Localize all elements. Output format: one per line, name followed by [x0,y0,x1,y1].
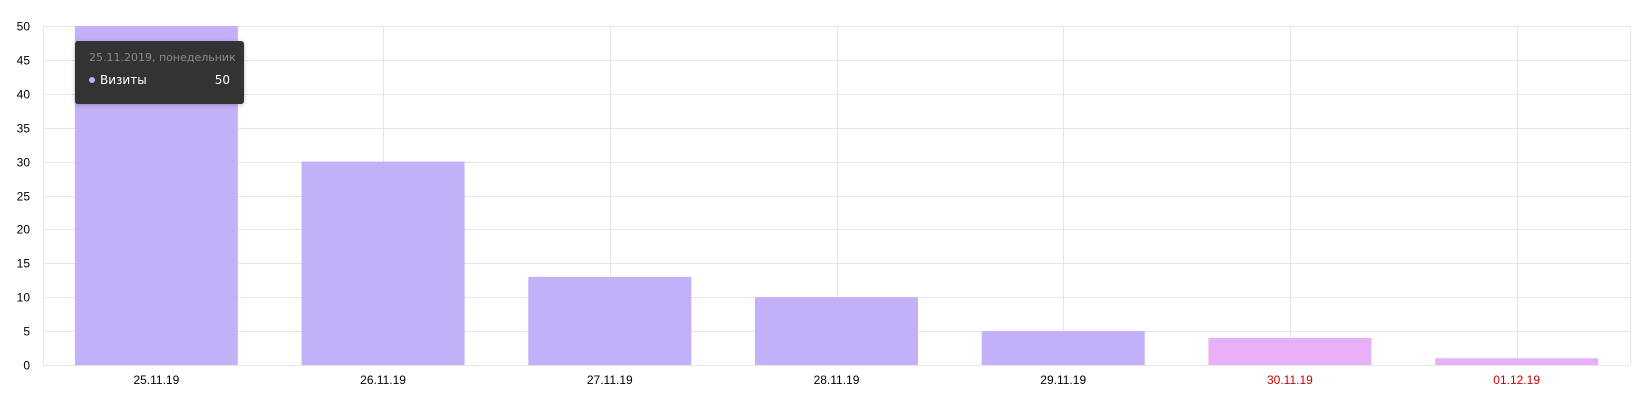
y-tick-label: 25 [17,190,31,204]
axis-labels: 0 5 10 15 20 25 30 35 40 45 50 25.11.19 26.11.19 27.1… [17,20,1541,388]
y-tick-label: 50 [17,20,31,34]
y-tick-label: 40 [17,88,31,102]
y-tick-label: 45 [17,54,31,68]
tooltip: 25.11.2019, понедельник Визиты 50 [75,41,244,104]
x-tick-label: 26.11.19 [360,373,406,387]
x-tick-label: 01.12.19 [1493,373,1540,387]
y-tick-label: 0 [23,359,30,373]
tooltip-date: 25.11.2019, понедельник [89,51,236,64]
series-dot-icon [89,77,95,83]
y-tick-label: 20 [17,223,31,237]
bar[interactable] [528,276,692,365]
y-tick-label: 5 [23,325,30,339]
tooltip-row: Визиты 50 [89,73,230,87]
x-tick-label: 28.11.19 [814,373,860,387]
bar[interactable] [1208,337,1372,365]
bar[interactable] [981,331,1145,365]
bars [74,26,1599,365]
bar[interactable] [1435,358,1599,365]
x-tick-label: 30.11.19 [1267,373,1313,387]
x-tick-label: 29.11.19 [1040,373,1086,387]
tooltip-series-name: Визиты [100,73,147,87]
y-tick-label: 10 [17,291,31,305]
y-tick-label: 35 [17,122,31,136]
y-tick-label: 30 [17,156,31,170]
x-tick-label: 25.11.19 [133,373,179,387]
bar[interactable] [301,161,465,365]
bar[interactable] [755,297,918,365]
y-tick-label: 15 [17,257,31,271]
x-tick-label: 27.11.19 [587,373,633,387]
tooltip-value: 50 [214,73,230,87]
